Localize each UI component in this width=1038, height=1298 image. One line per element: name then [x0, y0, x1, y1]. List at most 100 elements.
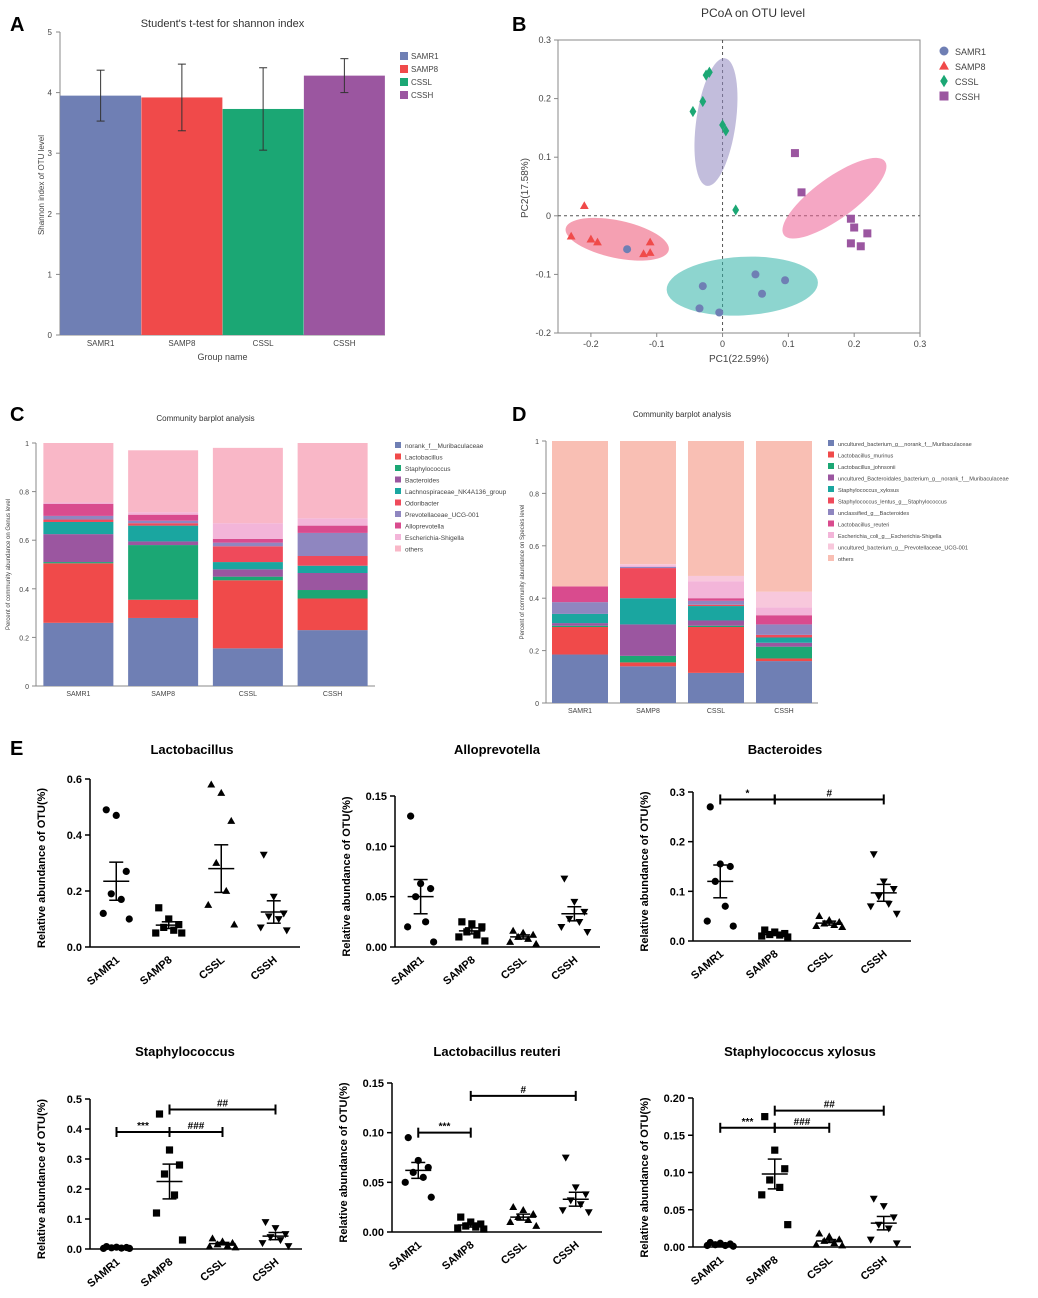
chart-c-legend-label: norank_f__Muribaculaceae — [405, 443, 484, 450]
dotplot-4-point — [231, 1243, 240, 1251]
dotplot-1-point — [274, 916, 283, 924]
dotplot-2-point — [455, 933, 463, 941]
chart-a-xtick-label: CSSL — [253, 339, 274, 348]
chart-c-bar-segment — [128, 617, 199, 686]
chart-a-title: Student's t-test for shannon index — [141, 18, 305, 30]
dotplot-4-ytick-label: 0.1 — [67, 1214, 82, 1226]
dotplot-3-point — [879, 878, 888, 886]
dotplot-2-point — [463, 928, 471, 936]
chart-d-bar-segment — [688, 598, 744, 601]
chart-c-legend-swatch — [395, 442, 401, 448]
dotplot-2-point — [468, 920, 476, 928]
dotplot-4-significance-label: *** — [137, 1121, 149, 1132]
dotplot-1-point — [282, 927, 291, 935]
chart-d-bar-segment — [620, 666, 676, 703]
chart-b-point — [699, 95, 707, 108]
chart-c-legend-label: Escherichia-Shigella — [405, 535, 464, 542]
chart-c-legend-swatch — [395, 488, 401, 494]
chart-d-legend-label: Lactobacillus_johnsonii — [838, 465, 896, 471]
chart-c-bar-segment — [297, 598, 368, 631]
chart-d-bar-segment — [756, 646, 812, 659]
dotplot-5-point — [558, 1207, 567, 1215]
chart-d-legend-swatch — [828, 451, 834, 458]
chart-b-point — [639, 249, 648, 258]
dotplot-6-xtick-label: CSSL — [805, 1254, 835, 1282]
chart-b-point — [593, 237, 602, 246]
dotplot-1-point — [178, 929, 186, 937]
dotplot-2-point — [430, 938, 438, 946]
dotplot-3-point — [703, 917, 711, 925]
chart-c-xtick-label: SAMP8 — [151, 691, 175, 698]
chart-b-legend-label: SAMR1 — [955, 47, 986, 57]
dotplot-1-title: Lactobacillus — [150, 742, 233, 757]
dotplot-2-point — [478, 923, 486, 931]
chart-a-ytick-label: 5 — [48, 28, 53, 37]
chart-d-bar-segment — [620, 441, 676, 565]
chart-c-bar-segment — [128, 525, 199, 542]
dotplot-6-point — [812, 1240, 821, 1248]
chart-d-legend-swatch — [828, 555, 834, 561]
chart-c-legend-label: Staphylococcus — [405, 466, 451, 473]
chart-c-bar-segment — [297, 518, 368, 526]
dotplot-5-point — [581, 1191, 590, 1199]
chart-b-point — [790, 149, 799, 158]
dotplot-6-ylabel: Relative abundance of OTU(%) — [639, 1097, 651, 1257]
chart-c-xtick-label: CSSL — [239, 691, 257, 698]
chart-c-legend-label: Alloprevotella — [405, 524, 444, 531]
dotplot-1-point — [125, 915, 133, 923]
dotplot-4-ytick-label: 0.2 — [67, 1184, 82, 1196]
dotplot-5-point — [532, 1221, 541, 1229]
dotplot-4-title: Staphylococcus — [135, 1044, 235, 1059]
chart-c-bar-segment — [128, 514, 199, 521]
chart-a-ylabel: Shannon index of OTU level — [37, 135, 46, 235]
chart-c-bar-segment — [212, 648, 283, 686]
chart-d-ytick-label: 0 — [535, 701, 539, 708]
chart-d-bar-segment — [756, 637, 812, 643]
chart-b-point — [846, 239, 855, 248]
chart-d-ytick-label: 0.2 — [529, 649, 539, 656]
dotplot-6-point — [889, 1214, 898, 1222]
dotplot-1-ytick-label: 0.4 — [67, 830, 83, 842]
dotplot-4-ytick-label: 0.4 — [67, 1124, 83, 1136]
dotplot-2-ytick-label: 0.10 — [366, 841, 387, 853]
chart-b-point — [758, 289, 767, 298]
dotplot-6-title: Staphylococcus xylosus — [724, 1044, 876, 1059]
chart-c-bar-segment — [297, 525, 368, 533]
dotplot-6-point — [879, 1203, 888, 1211]
dotplot-6-point — [884, 1225, 893, 1233]
dotplot-5-point — [506, 1217, 515, 1225]
dotplot-5-significance-label: *** — [439, 1122, 451, 1133]
dotplot-2-ytick-label: 0.00 — [366, 942, 387, 954]
dotplot-1-point — [207, 780, 216, 788]
dotplot-4-point — [208, 1234, 217, 1242]
dotplot-6-point — [815, 1229, 824, 1237]
dotplot-5-point — [419, 1173, 427, 1181]
dotplot-4-point — [281, 1231, 290, 1239]
chart-a-ytick-label: 1 — [48, 270, 53, 279]
chart-c-xtick-label: SAMR1 — [66, 691, 90, 698]
chart-d-legend-swatch — [828, 520, 834, 527]
chart-d-bar-segment — [552, 625, 608, 628]
chart-b-legend-label: SAMP8 — [955, 62, 986, 72]
dotplot-3-point — [729, 922, 737, 930]
dotplot-2-title: Alloprevotella — [454, 742, 541, 757]
dotplot-5-ytick-label: 0.15 — [363, 1078, 384, 1090]
dotplot-2-point — [529, 930, 538, 938]
chart-b-xtick-label: 0.1 — [782, 339, 795, 349]
chart-b-point — [715, 308, 724, 317]
chart-c-legend-label: Bacteroides — [405, 478, 440, 485]
dotplot-3-point — [784, 933, 792, 941]
dotplot-2-xtick-label: SAMR1 — [389, 954, 426, 988]
chart-d-xtick-label: SAMP8 — [636, 708, 660, 715]
dotplot-3-point — [716, 860, 724, 868]
dotplot-1-point — [155, 904, 163, 912]
dotplot-1-xtick-label: CSSH — [249, 954, 280, 983]
chart-c-bar-segment — [212, 447, 283, 524]
dotplot-3-xtick-label: CSSL — [805, 948, 835, 976]
chart-b-point — [645, 237, 655, 246]
dotplot-5-xtick-label: CSSH — [551, 1239, 582, 1268]
dotplot-6-point — [771, 1146, 779, 1154]
dotplot-6-significance-label: *** — [742, 1117, 754, 1128]
dotplot-2-point — [404, 923, 412, 931]
chart-d-legend-label: uncultured_bacterium_g__Prevotellaceae_U… — [838, 546, 968, 552]
